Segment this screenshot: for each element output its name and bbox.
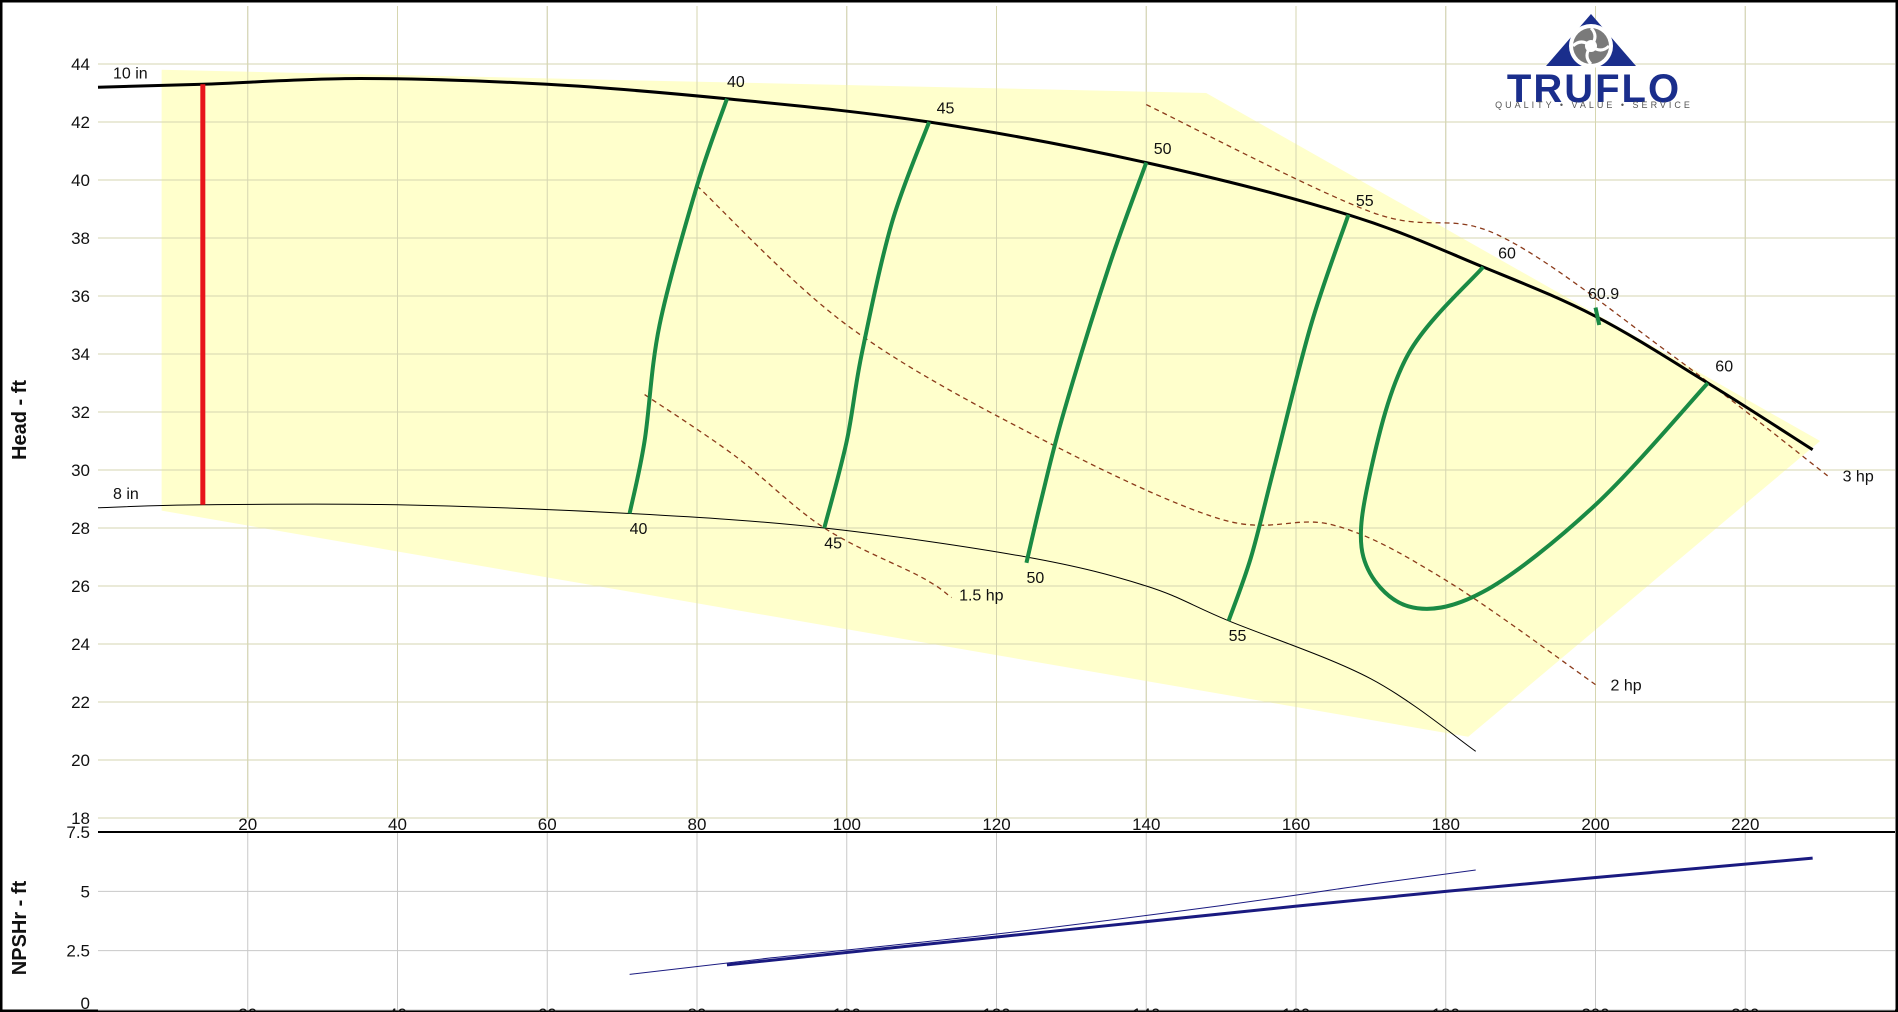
- efficiency-label: 60.9: [1588, 286, 1619, 303]
- npshr-y-tick-label: 5: [81, 882, 90, 901]
- efficiency-label: 40: [630, 521, 648, 538]
- head-y-tick-label: 32: [71, 403, 90, 422]
- head-x-tick-label: 60: [538, 815, 557, 834]
- head-y-tick-label: 18: [71, 809, 90, 828]
- npshr-y-axis-label: NPSHr - ft: [9, 880, 31, 975]
- head-x-tick-label: 100: [833, 815, 861, 834]
- efficiency-label: 60: [1715, 358, 1733, 375]
- efficiency-label: 45: [824, 535, 842, 552]
- head-y-axis-label: Head - ft: [9, 380, 31, 460]
- head-x-ticks: 20 40 60 80 100 120 140 160 180 200 220: [238, 815, 1759, 834]
- npshr-x-tick-label: 220: [1731, 1005, 1759, 1012]
- head-y-ticks: 18 20 22 24 26 28 30 32 34 36 38 40 42 44: [71, 55, 90, 828]
- head-x-tick-label: 160: [1282, 815, 1310, 834]
- head-x-tick-label: 120: [982, 815, 1010, 834]
- npshr-x-tick-label: 40: [388, 1005, 407, 1012]
- head-x-tick-label: 220: [1731, 815, 1759, 834]
- npshr-grid: [98, 831, 1895, 1011]
- head-y-tick-label: 24: [71, 635, 90, 654]
- power-curves: [644, 104, 1829, 686]
- npshr-chart: 0 2.5 5 7.5 20 40 60 80 100 120 140 160 180 200 220 N…: [9, 823, 1895, 1012]
- logo-tagline: QUALITY • VALUE • SERVICE: [1495, 100, 1693, 110]
- efficiency-curves: [627, 98, 1710, 622]
- head-y-tick-label: 44: [71, 55, 90, 74]
- power-label: 1.5 hp: [959, 588, 1004, 605]
- efficiency-label: 50: [1026, 570, 1044, 587]
- efficiency-curve-50: [1024, 161, 1149, 564]
- efficiency-label: 45: [937, 100, 955, 117]
- efficiency-curve-60-9: [1593, 307, 1602, 326]
- operating-envelope: [161, 69, 1821, 737]
- efficiency-curve-60: [1358, 265, 1710, 611]
- npshr-x-tick-label: 80: [688, 1005, 707, 1012]
- power-curve-2-hp: [696, 185, 1596, 686]
- npshr-series-line: [629, 869, 1476, 975]
- head-y-tick-label: 20: [71, 751, 90, 770]
- efficiency-label: 55: [1356, 193, 1374, 210]
- pump-impeller-icon: [1546, 14, 1636, 68]
- head-x-tick-label: 180: [1432, 815, 1460, 834]
- npshr-x-tick-label: 60: [538, 1005, 557, 1012]
- head-y-tick-label: 38: [71, 229, 90, 248]
- head-y-tick-label: 36: [71, 287, 90, 306]
- head-y-tick-label: 30: [71, 461, 90, 480]
- head-x-tick-label: 200: [1581, 815, 1609, 834]
- npshr-series-line: [726, 856, 1813, 967]
- power-curve-1-5-hp: [644, 394, 952, 599]
- npshr-y-tick-label: 0: [81, 994, 90, 1012]
- head-y-tick-label: 42: [71, 113, 90, 132]
- npshr-series: [629, 856, 1813, 975]
- npshr-y-tick-label: 2.5: [66, 942, 90, 961]
- efficiency-label: 60: [1498, 245, 1516, 262]
- power-curve-3-hp: [1145, 104, 1829, 477]
- head-x-tick-label: 80: [688, 815, 707, 834]
- power-label: 3 hp: [1843, 469, 1874, 486]
- power-label: 2 hp: [1610, 677, 1641, 694]
- head-y-tick-label: 40: [71, 171, 90, 190]
- impeller-label: 10 in: [113, 66, 148, 83]
- efficiency-label: 55: [1229, 628, 1247, 645]
- head-labels: 40 45 50 55 60 60.9 60 40 45 50 55 1.5 hp 2 hp 3 hp 10…: [113, 66, 1874, 695]
- npshr-x-ticks: 20 40 60 80 100 120 140 160 180 200 220: [238, 1005, 1759, 1012]
- logo-wordmark: TRUFLO: [1507, 67, 1681, 111]
- impeller-label: 8 in: [113, 486, 139, 503]
- head-grid-overlay: [98, 6, 1895, 819]
- efficiency-label: 50: [1154, 141, 1172, 158]
- efficiency-label: 40: [727, 74, 745, 91]
- npshr-x-tick-label: 200: [1581, 1005, 1609, 1012]
- npshr-x-tick-label: 180: [1432, 1005, 1460, 1012]
- npshr-x-tick-label: 100: [833, 1005, 861, 1012]
- head-x-tick-label: 140: [1132, 815, 1160, 834]
- head-y-tick-label: 34: [71, 345, 90, 364]
- head-y-tick-label: 22: [71, 693, 90, 712]
- impeller-curve-8-in: [97, 503, 1476, 752]
- npshr-x-tick-label: 140: [1132, 1005, 1160, 1012]
- head-x-tick-label: 20: [238, 815, 257, 834]
- truflo-logo: TRUFLO QUALITY • VALUE • SERVICE: [1495, 14, 1693, 111]
- efficiency-curve-40: [627, 98, 729, 514]
- head-chart: 40 45 50 55 60 60.9 60 40 45 50 55 1.5 hp 2 hp 3 hp 10…: [9, 6, 1895, 834]
- efficiency-curve-45: [822, 121, 931, 529]
- head-x-tick-label: 40: [388, 815, 407, 834]
- efficiency-curve-55: [1226, 214, 1351, 622]
- npshr-x-tick-label: 20: [238, 1005, 257, 1012]
- head-y-tick-label: 28: [71, 519, 90, 538]
- npshr-x-tick-label: 160: [1282, 1005, 1310, 1012]
- npshr-y-ticks: 0 2.5 5 7.5: [66, 823, 90, 1012]
- npshr-y-tick-label: 7.5: [66, 823, 90, 842]
- head-y-tick-label: 26: [71, 577, 90, 596]
- npshr-x-tick-label: 120: [982, 1005, 1010, 1012]
